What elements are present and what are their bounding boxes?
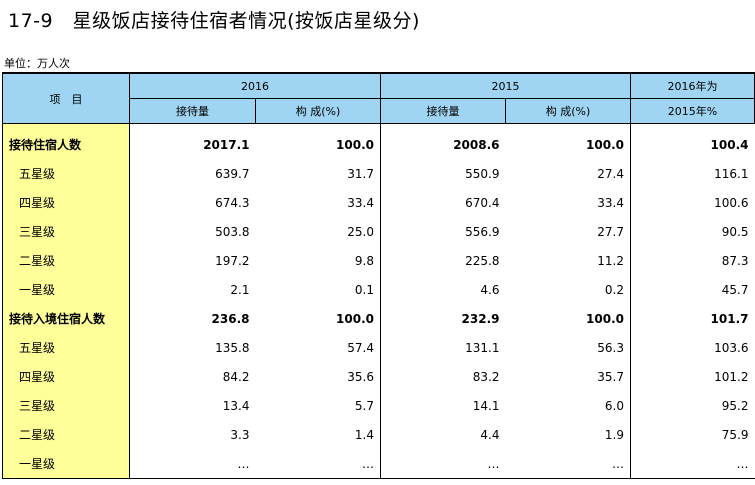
- row-label: 五星级: [2, 159, 130, 188]
- cell-volume-2015: 131.1: [465, 340, 500, 355]
- cell-volume-2015: 4.4: [480, 427, 500, 442]
- cell-volume-2016: 639.7: [215, 166, 250, 181]
- cell-volume-2016: 2017.1: [203, 137, 250, 152]
- cell-volume-2015: 232.9: [461, 311, 500, 326]
- cell-share-2016: 9.8: [255, 246, 381, 275]
- cell-ratio: 87.3: [721, 253, 749, 268]
- cell-volume-2015: 14.1: [472, 398, 500, 413]
- page-title: 17-9 星级饭店接待住宿者情况(按饭店星级分): [8, 10, 420, 32]
- cell-volume-2016: 135.8: [215, 340, 250, 355]
- cell-ratio: 100.6: [714, 195, 749, 210]
- header-share-2016: 构 成(%): [255, 98, 381, 124]
- cell-volume-2015: …: [380, 449, 506, 479]
- header-ratio-bottom: 2015年%: [630, 98, 755, 124]
- cell-share-2015: 33.4: [505, 188, 631, 217]
- cell-volume-2016: 84.2: [222, 369, 250, 384]
- row-label: 接待住宿人数: [2, 123, 130, 159]
- table-row: 四星级 674.3 33.4 670.4 33.4 100.6: [2, 188, 755, 217]
- cell-ratio: 100.4: [710, 137, 749, 152]
- table-row: 四星级 84.2 35.6 83.2 35.7 101.2: [2, 362, 755, 391]
- table-row: 一星级……………: [2, 449, 755, 479]
- cell-share-2016: 100.0: [255, 304, 381, 333]
- cell-share-2015: 6.0: [505, 391, 631, 420]
- table-row: 五星级 135.8 57.4 131.1 56.3 103.6: [2, 333, 755, 362]
- cell-share-2015: 11.2: [505, 246, 631, 275]
- cell-share-2015: 27.7: [505, 217, 631, 246]
- cell-ratio: 90.5: [721, 224, 749, 239]
- cell-share-2016: 100.0: [255, 123, 381, 159]
- header-share-2015: 构 成(%): [505, 98, 631, 124]
- cell-volume-2015: 550.9: [465, 166, 500, 181]
- cell-share-2016: 1.4: [255, 420, 381, 449]
- cell-share-2015: 56.3: [505, 333, 631, 362]
- cell-volume-2016: 503.8: [215, 224, 250, 239]
- row-label: 五星级: [2, 333, 130, 362]
- row-label: 二星级: [2, 246, 130, 275]
- cell-share-2015: 100.0: [505, 123, 631, 159]
- cell-share-2016: 31.7: [255, 159, 381, 188]
- table-row: 接待入境住宿人数 236.8 100.0 232.9 100.0 101.7: [2, 304, 755, 333]
- cell-share-2016: 33.4: [255, 188, 381, 217]
- cell-share-2016: 57.4: [255, 333, 381, 362]
- cell-volume-2015: 83.2: [472, 369, 500, 384]
- cell-ratio: 75.9: [721, 427, 749, 442]
- table-row: 五星级 639.7 31.7 550.9 27.4 116.1: [2, 159, 755, 188]
- cell-volume-2015: 556.9: [465, 224, 500, 239]
- row-label: 二星级: [2, 420, 130, 449]
- cell-volume-2016: 13.4: [222, 398, 250, 413]
- cell-share-2016: 0.1: [255, 275, 381, 304]
- cell-share-2015: 27.4: [505, 159, 631, 188]
- cell-share-2016: …: [255, 449, 381, 479]
- cell-volume-2015: 670.4: [465, 195, 500, 210]
- cell-ratio: 116.1: [714, 166, 749, 181]
- data-table: 项 目 2016 2015 2016年为 接待量 构 成(%) 接待量 构 成(…: [2, 72, 755, 479]
- row-label: 接待入境住宿人数: [2, 304, 130, 333]
- cell-volume-2016: 3.3: [230, 427, 250, 442]
- cell-share-2016: 5.7: [255, 391, 381, 420]
- cell-volume-2016: 674.3: [215, 195, 250, 210]
- header-volume-2016: 接待量: [129, 98, 256, 124]
- table-row: 三星级 13.4 5.7 14.1 6.0 95.2: [2, 391, 755, 420]
- cell-share-2016: 35.6: [255, 362, 381, 391]
- row-label: 一星级: [2, 449, 130, 479]
- header-item: 项 目: [2, 72, 130, 124]
- table-row: 三星级 503.8 25.0 556.9 27.7 90.5: [2, 217, 755, 246]
- row-label: 四星级: [2, 362, 130, 391]
- row-label: 四星级: [2, 188, 130, 217]
- row-label: 三星级: [2, 391, 130, 420]
- header-year-2016: 2016: [129, 72, 381, 99]
- cell-volume-2016: 197.2: [215, 253, 250, 268]
- cell-volume-2015: 4.6: [480, 282, 500, 297]
- header-year-2015: 2015: [380, 72, 631, 99]
- cell-share-2016: 25.0: [255, 217, 381, 246]
- table-row: 二星级 197.2 9.8 225.8 11.2 87.3: [2, 246, 755, 275]
- cell-volume-2015: 2008.6: [453, 137, 500, 152]
- cell-ratio: 103.6: [714, 340, 749, 355]
- cell-ratio: 45.7: [721, 282, 749, 297]
- cell-volume-2016: 2.1: [230, 282, 250, 297]
- table-row: 接待住宿人数 2017.1 100.0 2008.6 100.0 100.4: [2, 123, 755, 159]
- table-row: 二星级 3.3 1.4 4.4 1.9 75.9: [2, 420, 755, 449]
- cell-ratio: 101.7: [710, 311, 749, 326]
- cell-share-2015: 100.0: [505, 304, 631, 333]
- cell-ratio: …: [630, 449, 755, 479]
- unit-label: 单位：万人次: [4, 57, 70, 70]
- cell-ratio: 101.2: [714, 369, 749, 384]
- cell-share-2015: 35.7: [505, 362, 631, 391]
- row-label: 一星级: [2, 275, 130, 304]
- header-volume-2015: 接待量: [380, 98, 506, 124]
- cell-share-2015: 1.9: [505, 420, 631, 449]
- cell-volume-2016: 236.8: [211, 311, 250, 326]
- header-ratio-top: 2016年为: [630, 72, 755, 99]
- row-label: 三星级: [2, 217, 130, 246]
- cell-ratio: 95.2: [721, 398, 749, 413]
- cell-share-2015: 0.2: [505, 275, 631, 304]
- cell-volume-2015: 225.8: [465, 253, 500, 268]
- cell-volume-2016: …: [129, 449, 256, 479]
- table-row: 一星级 2.1 0.1 4.6 0.2 45.7: [2, 275, 755, 304]
- cell-share-2015: …: [505, 449, 631, 479]
